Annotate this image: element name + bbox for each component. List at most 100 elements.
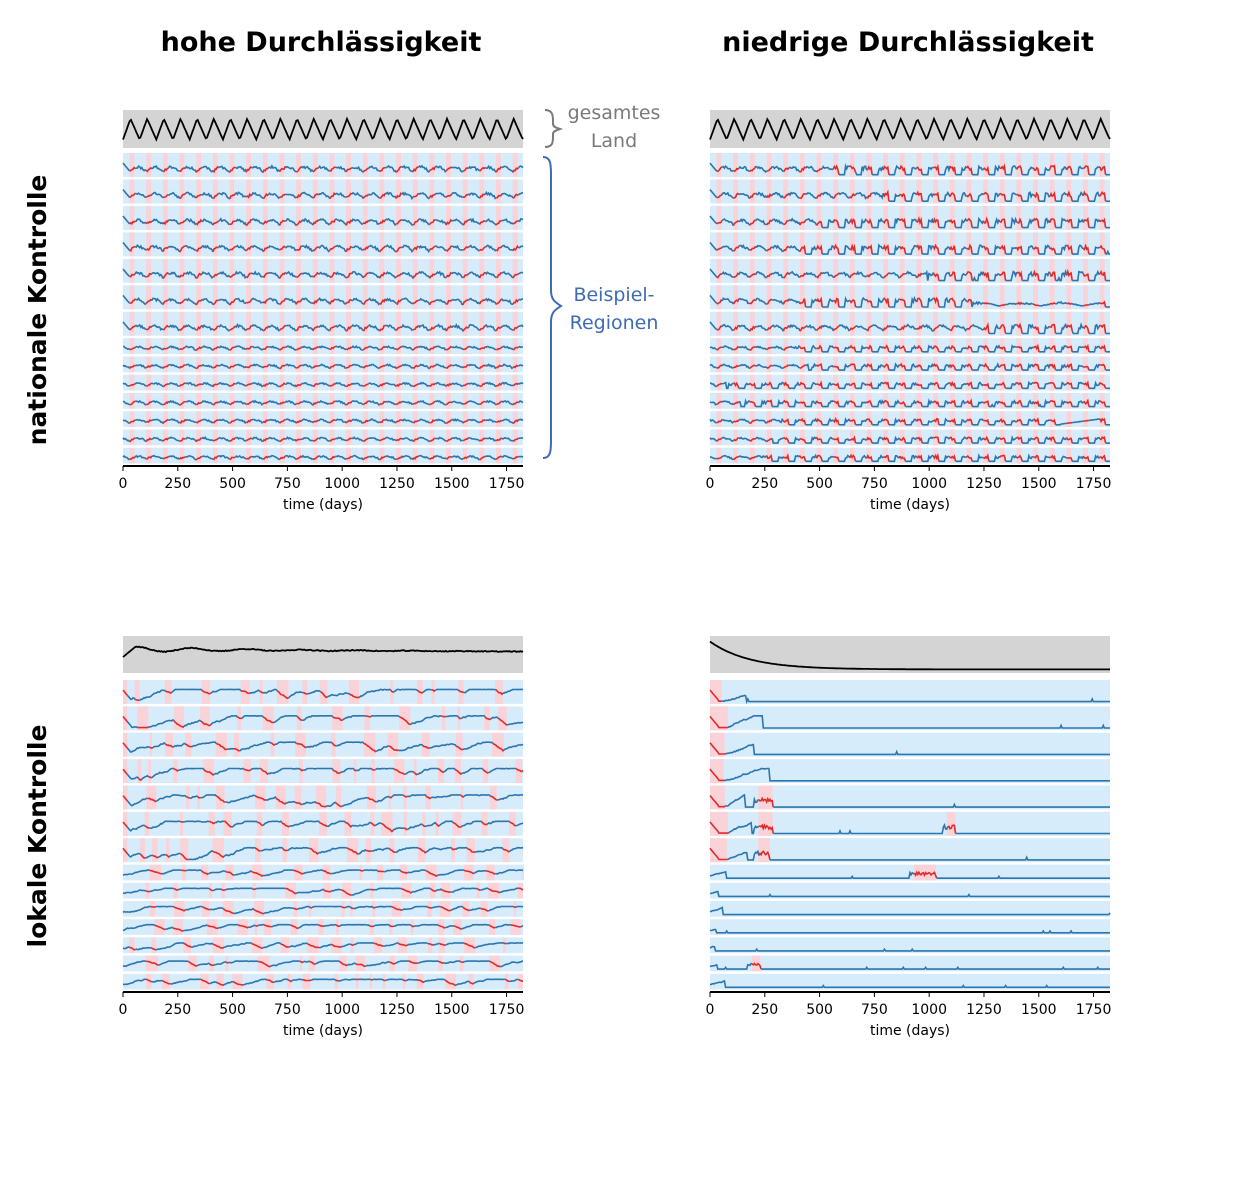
lockdown-period [146,374,152,391]
region-row [122,447,524,464]
lockdown-period [883,338,888,354]
series-open [501,165,514,173]
lockdown-period [462,429,468,446]
lockdown-period [1099,232,1105,257]
series-lockdown [716,364,723,370]
series-lockdown [362,193,370,200]
series-lockdown [196,364,202,370]
lockdown-period [262,153,268,177]
series-open [249,689,261,695]
series-open [122,437,131,443]
series-open [257,923,265,927]
series-open [468,244,480,252]
series-open [126,694,136,701]
series-lockdown [165,854,170,858]
region-strip [710,811,1110,836]
series-open [251,165,264,174]
series-open [445,924,455,929]
series-open [709,215,718,225]
series-open [872,436,885,444]
series-open [1005,435,1018,444]
region-row [709,864,1110,881]
lockdown-period [983,447,988,464]
series-open [738,418,751,424]
series-lockdown [982,344,990,353]
series-lockdown [212,220,220,226]
series-lockdown [999,381,1007,389]
series-lockdown [262,220,270,225]
lockdown-period [479,429,485,446]
series-open [805,417,818,426]
series-lockdown [733,192,740,199]
series-open [296,888,325,894]
lockdown-period [196,311,202,336]
lockdown-period [816,258,822,283]
series-open [501,324,514,331]
lockdown-period [429,258,435,283]
series-lockdown [445,193,453,198]
lockdown-period [716,179,722,204]
lockdown-period [983,179,988,204]
series-lockdown [251,871,264,877]
series-lockdown [1049,323,1057,334]
lockdown-period [833,153,838,177]
lockdown-period [1099,153,1105,177]
series-lockdown [306,943,320,949]
lockdown-period [196,374,202,391]
x-tick-label: 1500 [1021,476,1057,492]
region-row [122,356,524,373]
series-lockdown [196,419,203,424]
lockdown-period [883,311,888,336]
series-open [1038,166,1051,176]
region-row [709,429,1110,446]
x-tick-label: 750 [861,1002,888,1018]
lockdown-period [445,973,457,990]
series-open [351,363,364,369]
series-lockdown [495,326,503,332]
lockdown-period [229,205,235,230]
series-lockdown [279,364,286,370]
series-open [1022,399,1035,408]
series-open [1038,244,1051,255]
series-lockdown [496,419,502,423]
series-lockdown [329,166,336,173]
series-open [134,454,147,460]
series-open [1072,217,1085,229]
series-open [1105,249,1110,255]
lockdown-period [246,258,251,283]
region-strip [123,392,523,409]
series-open [134,364,147,370]
lockdown-period [196,338,202,354]
series-lockdown [245,382,253,387]
series-lockdown [188,960,198,967]
series-lockdown [428,273,436,279]
series-open [805,381,817,390]
series-lockdown [279,298,286,305]
series-lockdown [899,324,907,331]
lockdown-period [341,882,352,899]
lockdown-period [412,447,418,464]
series-lockdown [832,243,840,255]
region-row [709,356,1110,373]
lockdown-period [146,285,152,310]
series-open [1038,398,1051,408]
series-lockdown [212,246,219,253]
series-lockdown [312,325,320,332]
series-open [122,400,130,406]
series-open [208,870,227,875]
lockdown-period [1066,153,1072,177]
series-lockdown [180,853,189,861]
series-open [434,192,447,198]
series-open [417,767,439,775]
series-lockdown [146,455,153,460]
series-open [517,165,524,169]
series-open [201,455,214,460]
series-open [417,324,431,332]
series-open [484,271,497,279]
series-lockdown [393,768,406,776]
lockdown-period [429,179,435,204]
lockdown-period [379,311,385,336]
series-lockdown [865,299,873,308]
series-open [755,324,767,331]
series-open [955,324,968,332]
